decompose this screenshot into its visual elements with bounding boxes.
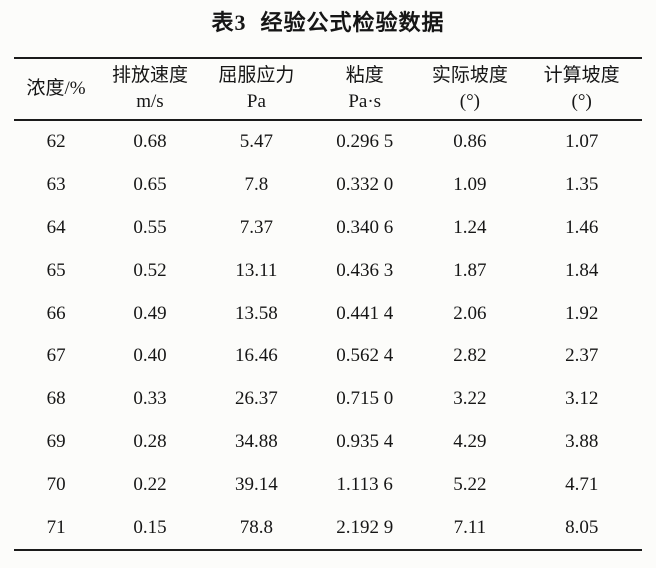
header-unit: Pa	[246, 91, 266, 112]
table-cell: 2.82	[453, 345, 487, 367]
table-cell: 0.22	[133, 473, 167, 495]
table-cell: 0.65	[133, 174, 167, 196]
table-cell: 3.88	[565, 430, 599, 452]
table-cell: 63	[46, 174, 66, 196]
table-cell: 0.68	[133, 131, 167, 153]
table-row: 69 0.28 34.88 0.935 4 4.29 3.88	[14, 421, 642, 464]
header-label: 排放速度	[111, 65, 188, 86]
table-cell: 1.92	[565, 302, 599, 324]
table-cell: 69	[46, 430, 66, 452]
table-cell: 2.192 9	[336, 516, 394, 538]
table-cell: 1.87	[453, 259, 487, 281]
header-label: 实际坡度	[431, 65, 508, 86]
table-cell: 3.22	[453, 388, 487, 410]
header-unit: (°)	[571, 91, 592, 112]
table-cell: 5.47	[239, 131, 273, 153]
column-header-calculated-slope: 计算坡度 (°)	[521, 58, 642, 121]
table-cell: 2.37	[565, 345, 599, 367]
table-body: 62 0.68 5.47 0.296 5 0.86 1.07 63 0.65 7.8 0.332 …	[14, 120, 642, 550]
table-cell: 0.86	[453, 131, 487, 153]
table-cell: 13.58	[235, 302, 278, 324]
table-cell: 4.71	[565, 473, 599, 495]
table-cell: 4.29	[453, 430, 487, 452]
header-unit: (°)	[459, 91, 481, 112]
table-cell: 1.24	[453, 216, 487, 238]
table-cell: 65	[46, 259, 66, 281]
table-cell: 1.35	[565, 174, 599, 196]
column-header-discharge-velocity: 排放速度 m/s	[98, 58, 202, 121]
table-row: 67 0.40 16.46 0.562 4 2.82 2.37	[14, 335, 642, 378]
table-row: 68 0.33 26.37 0.715 0 3.22 3.12	[14, 378, 642, 421]
table-cell: 0.715 0	[336, 388, 394, 410]
table-cell: 1.84	[565, 259, 599, 281]
table-header-row: 浓度/% 排放速度 m/s 屈服应力 Pa 粘度 Pa·s 实际坡度 (°	[14, 58, 642, 121]
table-cell: 1.46	[565, 216, 599, 238]
table-cell: 78.8	[239, 516, 273, 538]
table-cell: 0.441 4	[336, 302, 394, 324]
table-number: 表3	[211, 10, 247, 35]
table-cell: 16.46	[235, 345, 278, 367]
data-table: 浓度/% 排放速度 m/s 屈服应力 Pa 粘度 Pa·s 实际坡度 (°	[14, 57, 642, 551]
header-label: 粘度	[345, 65, 384, 86]
table-cell: 70	[46, 473, 66, 495]
table-cell: 0.55	[133, 216, 167, 238]
table-cell: 71	[46, 516, 66, 538]
table-cell: 2.06	[453, 302, 487, 324]
table-cell: 0.332 0	[336, 174, 394, 196]
table-cell: 0.40	[133, 345, 167, 367]
table-title-text: 经验公式检验数据	[260, 10, 445, 35]
header-unit: m/s	[136, 91, 164, 112]
table-row: 71 0.15 78.8 2.192 9 7.11 8.05	[14, 506, 642, 550]
table-row: 66 0.49 13.58 0.441 4 2.06 1.92	[14, 292, 642, 335]
table-cell: 5.22	[453, 473, 487, 495]
table-cell: 66	[46, 302, 66, 324]
table-cell: 26.37	[235, 388, 278, 410]
table-cell: 1.07	[565, 131, 599, 153]
table-cell: 0.52	[133, 259, 167, 281]
table-cell: 1.113 6	[336, 473, 393, 495]
table-cell: 64	[46, 216, 66, 238]
table-cell: 1.09	[453, 174, 487, 196]
header-unit: Pa·s	[348, 91, 382, 112]
table-row: 64 0.55 7.37 0.340 6 1.24 1.46	[14, 207, 642, 250]
column-header-viscosity: 粘度 Pa·s	[311, 58, 419, 121]
table-cell: 39.14	[235, 473, 278, 495]
table-cell: 68	[46, 388, 66, 410]
table-cell: 3.12	[565, 388, 599, 410]
table-cell: 0.340 6	[336, 216, 394, 238]
header-label: 屈服应力	[218, 65, 295, 86]
header-label: 计算坡度	[543, 65, 620, 86]
table-cell: 13.11	[235, 259, 278, 281]
table-row: 70 0.22 39.14 1.113 6 5.22 4.71	[14, 463, 642, 506]
column-header-yield-stress: 屈服应力 Pa	[201, 58, 312, 121]
table-cell: 7.8	[244, 174, 269, 196]
header-label: 浓度/%	[26, 78, 86, 99]
column-header-concentration: 浓度/%	[14, 58, 99, 121]
table-cell: 8.05	[565, 516, 599, 538]
table-cell: 7.37	[239, 216, 273, 238]
table-cell: 0.49	[133, 302, 167, 324]
table-cell: 0.33	[133, 388, 167, 410]
table-cell: 67	[46, 345, 66, 367]
table-row: 62 0.68 5.47 0.296 5 0.86 1.07	[14, 120, 642, 164]
table-cell: 0.562 4	[336, 345, 394, 367]
table-row: 63 0.65 7.8 0.332 0 1.09 1.35	[14, 164, 642, 207]
table-row: 65 0.52 13.11 0.436 3 1.87 1.84	[14, 249, 642, 292]
table-cell: 0.15	[133, 516, 167, 538]
table-cell: 0.935 4	[336, 430, 394, 452]
table-cell: 0.296 5	[336, 131, 394, 153]
table-cell: 0.28	[133, 430, 167, 452]
table-cell: 0.436 3	[336, 259, 394, 281]
column-header-actual-slope: 实际坡度 (°)	[418, 58, 522, 121]
table-title: 表3 经验公式检验数据	[0, 0, 656, 37]
table-cell: 62	[46, 131, 66, 153]
table-cell: 7.11	[453, 516, 487, 538]
table-cell: 34.88	[235, 430, 278, 452]
